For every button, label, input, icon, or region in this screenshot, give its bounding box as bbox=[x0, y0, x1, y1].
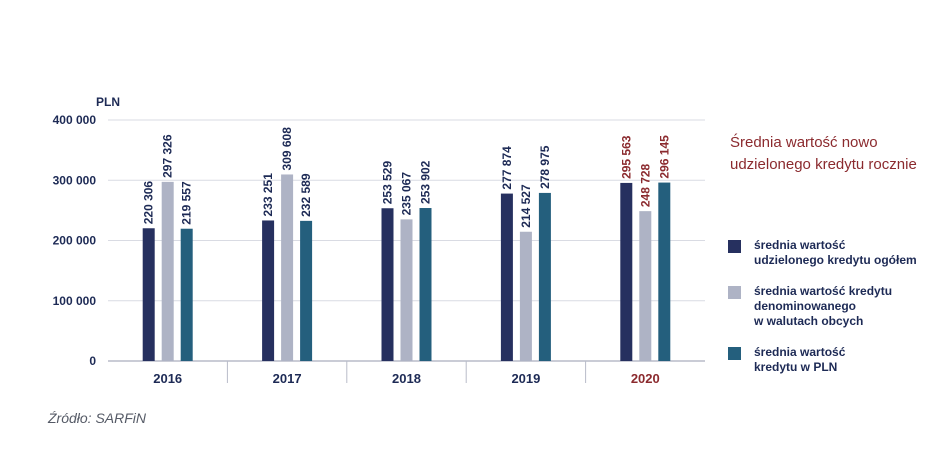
legend-swatch-total bbox=[728, 240, 741, 253]
data-label: 278 975 bbox=[538, 145, 552, 189]
y-tick-label: 0 bbox=[89, 354, 96, 368]
legend-item-foreign: średnia wartość kredytu denominowanego w… bbox=[728, 284, 938, 329]
bar bbox=[538, 192, 551, 361]
x-tick-label: 2016 bbox=[153, 371, 182, 386]
data-label: 235 067 bbox=[400, 172, 414, 216]
legend-label-foreign: średnia wartość kredytu denominowanego w… bbox=[754, 284, 893, 328]
x-tick-label: 2020 bbox=[631, 371, 660, 386]
data-label: 297 326 bbox=[161, 134, 175, 178]
bar bbox=[419, 208, 432, 361]
bar bbox=[500, 193, 513, 361]
data-label: 277 874 bbox=[500, 146, 514, 190]
legend-label-total: średnia wartość udzielonego kredytu ogół… bbox=[754, 238, 917, 267]
data-label: 309 608 bbox=[280, 127, 294, 171]
y-tick-label: 400 000 bbox=[53, 113, 97, 127]
chart-title: Średnia wartość nowo udzielonego kredytu… bbox=[730, 134, 917, 173]
bar bbox=[658, 182, 671, 361]
bar bbox=[620, 182, 633, 361]
y-tick-label: 100 000 bbox=[53, 294, 97, 308]
bar bbox=[180, 228, 193, 361]
bar bbox=[639, 211, 652, 361]
x-tick-label: 2018 bbox=[392, 371, 421, 386]
data-label: 232 589 bbox=[299, 173, 313, 217]
data-label: 214 527 bbox=[519, 184, 533, 228]
x-tick-label: 2017 bbox=[273, 371, 302, 386]
y-unit-label: PLN bbox=[96, 95, 120, 109]
bar bbox=[281, 174, 294, 361]
bar bbox=[300, 220, 313, 361]
data-label: 253 902 bbox=[419, 160, 433, 204]
y-tick-label: 200 000 bbox=[53, 234, 97, 248]
bar bbox=[400, 219, 413, 361]
data-label: 219 557 bbox=[180, 181, 194, 225]
bar bbox=[142, 228, 155, 361]
y-tick-label: 300 000 bbox=[53, 173, 97, 187]
legend: średnia wartość udzielonego kredytu ogół… bbox=[728, 238, 938, 391]
data-label: 233 251 bbox=[261, 173, 275, 217]
data-label: 253 529 bbox=[381, 161, 395, 205]
legend-item-total: średnia wartość udzielonego kredytu ogół… bbox=[728, 238, 938, 268]
bar bbox=[381, 208, 394, 361]
legend-item-pln: średnia wartość kredytu w PLN bbox=[728, 345, 938, 375]
legend-label-pln: średnia wartość kredytu w PLN bbox=[754, 345, 846, 374]
data-label: 220 306 bbox=[142, 181, 156, 225]
bar bbox=[519, 231, 532, 361]
bar bbox=[161, 181, 174, 361]
legend-swatch-pln bbox=[728, 347, 741, 360]
source-note: Źródło: SARFiN bbox=[48, 410, 147, 426]
data-label: 248 728 bbox=[638, 163, 652, 207]
data-label: 296 145 bbox=[657, 135, 671, 179]
bar bbox=[262, 220, 275, 361]
data-label: 295 563 bbox=[619, 135, 633, 179]
x-tick-label: 2019 bbox=[511, 371, 540, 386]
legend-swatch-foreign bbox=[728, 286, 741, 299]
